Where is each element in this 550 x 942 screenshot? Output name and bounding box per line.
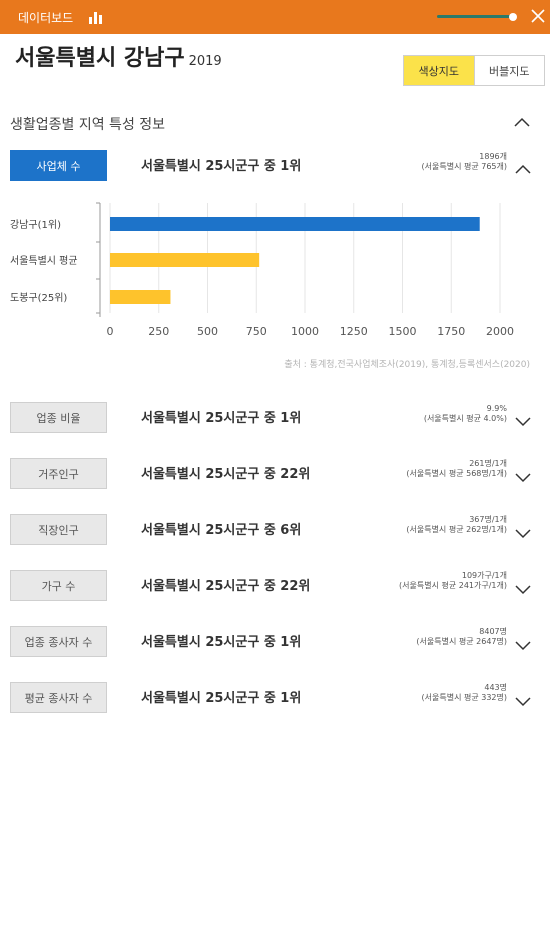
chevron-down-icon[interactable] — [515, 473, 531, 483]
metric-stat: 109가구/1개 (서울특별시 평균 241가구/1개) — [399, 571, 507, 591]
chevron-down-icon[interactable] — [515, 697, 531, 707]
metric-rank: 서울특별시 25시군구 중 6위 — [141, 523, 302, 538]
metric-average: (서울특별시 평균 2647명) — [416, 637, 507, 646]
metric-rank: 서울특별시 25시군구 중 1위 — [141, 411, 302, 426]
metric-rank: 서울특별시 25시군구 중 1위 — [141, 635, 302, 650]
bar — [110, 217, 480, 231]
metric-button-business-count[interactable]: 사업체 수 — [10, 150, 107, 181]
top-bar: 데이터보드 — [0, 0, 550, 34]
slider-track[interactable] — [437, 15, 513, 18]
metric-value: 443명 — [484, 683, 507, 692]
section-title: 생활업종별 지역 특성 정보 — [10, 117, 166, 133]
x-tick-label: 2000 — [486, 325, 514, 338]
metric-stat: 8407명 (서울특별시 평균 2647명) — [416, 627, 507, 647]
metric-average: (서울특별시 평균 4.0%) — [423, 414, 507, 423]
x-tick-label: 750 — [246, 325, 267, 338]
dashboard-title: 데이터보드 — [18, 11, 74, 25]
metric-button-resident-population[interactable]: 거주인구 — [10, 458, 107, 489]
x-tick-label: 500 — [197, 325, 218, 338]
chevron-down-icon[interactable] — [515, 641, 531, 651]
business-count-chart: 0 250 500 750 1000 1250 1500 1750 2000 강남구(1위) 서울특… — [10, 202, 514, 338]
metric-stat: 261명/1개 (서울특별시 평균 568명/1개) — [406, 459, 507, 479]
bar-chart-icon[interactable] — [88, 10, 104, 24]
metric-value: 109가구/1개 — [461, 571, 507, 580]
category-label: 강남구(1위) — [10, 218, 61, 231]
x-tick-label: 0 — [107, 325, 114, 338]
metric-button-household-count[interactable]: 가구 수 — [10, 570, 107, 601]
metric-button-worker-population[interactable]: 직장인구 — [10, 514, 107, 545]
metric-rank: 서울특별시 25시군구 중 1위 — [141, 159, 302, 174]
metric-rank: 서울특별시 25시군구 중 22위 — [141, 467, 311, 482]
metric-rank: 서울특별시 25시군구 중 1위 — [141, 691, 302, 706]
chevron-down-icon[interactable] — [515, 585, 531, 595]
x-tick-label: 1000 — [291, 325, 319, 338]
data-source: 출처 : 통계청,전국사업체조사(2019), 통계청,등록센서스(2020) — [284, 360, 530, 370]
opacity-slider[interactable] — [437, 13, 519, 21]
chevron-down-icon[interactable] — [515, 529, 531, 539]
region-year: 2019 — [188, 54, 222, 69]
bar — [110, 253, 260, 267]
metric-average: (서울특별시 평균 241가구/1개) — [399, 581, 507, 590]
x-tick-label: 250 — [148, 325, 169, 338]
chevron-down-icon[interactable] — [515, 417, 531, 427]
metric-rank: 서울특별시 25시군구 중 22위 — [141, 579, 311, 594]
category-label: 도봉구(25위) — [10, 291, 67, 304]
category-label: 서울특별시 평균 — [10, 255, 78, 267]
metric-value: 9.9% — [486, 404, 507, 413]
metric-average: (서울특별시 평균 568명/1개) — [406, 469, 507, 478]
close-icon[interactable] — [530, 8, 546, 24]
chevron-up-icon[interactable] — [514, 117, 530, 127]
metric-button-industry-employees[interactable]: 업종 종사자 수 — [10, 626, 107, 657]
metric-average: (서울특별시 평균 262명/1개) — [406, 525, 507, 534]
slider-knob[interactable] — [509, 13, 517, 21]
metric-stat: 367명/1개 (서울특별시 평균 262명/1개) — [406, 515, 507, 535]
metric-value: 8407명 — [479, 627, 507, 636]
metric-average: (서울특별시 평균 765개) — [421, 162, 507, 171]
metric-stat: 9.9% (서울특별시 평균 4.0%) — [424, 404, 507, 424]
x-tick-label: 1250 — [340, 325, 368, 338]
metric-value: 367명/1개 — [469, 515, 507, 524]
metric-button-average-employees[interactable]: 평균 종사자 수 — [10, 682, 107, 713]
chevron-up-icon[interactable] — [515, 164, 531, 174]
metric-stat: 443명 (서울특별시 평균 332명) — [422, 683, 507, 703]
x-tick-label: 1750 — [437, 325, 465, 338]
metric-value: 1896개 — [479, 152, 507, 161]
bubble-map-button[interactable]: 버블지도 — [474, 56, 544, 85]
metric-stat: 1896개 (서울특별시 평균 765개) — [422, 152, 507, 172]
metric-average: (서울특별시 평균 332명) — [421, 693, 507, 702]
metric-button-industry-ratio[interactable]: 업종 비율 — [10, 402, 107, 433]
metric-value: 261명/1개 — [469, 459, 507, 468]
map-type-toggle: 색상지도 버블지도 — [403, 55, 545, 86]
x-tick-label: 1500 — [389, 325, 417, 338]
bar — [110, 290, 171, 304]
region-name: 서울특별시 강남구 — [15, 46, 185, 71]
region-title: 서울특별시 강남구 2019 — [15, 40, 222, 72]
color-map-button[interactable]: 색상지도 — [404, 56, 475, 85]
